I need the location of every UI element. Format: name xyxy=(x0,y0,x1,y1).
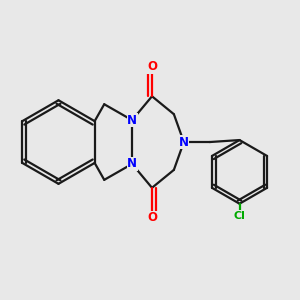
Text: N: N xyxy=(127,114,137,127)
Text: O: O xyxy=(147,60,157,73)
Text: O: O xyxy=(147,211,157,224)
Text: N: N xyxy=(179,136,189,148)
Text: N: N xyxy=(127,158,137,170)
Text: Cl: Cl xyxy=(234,211,245,221)
